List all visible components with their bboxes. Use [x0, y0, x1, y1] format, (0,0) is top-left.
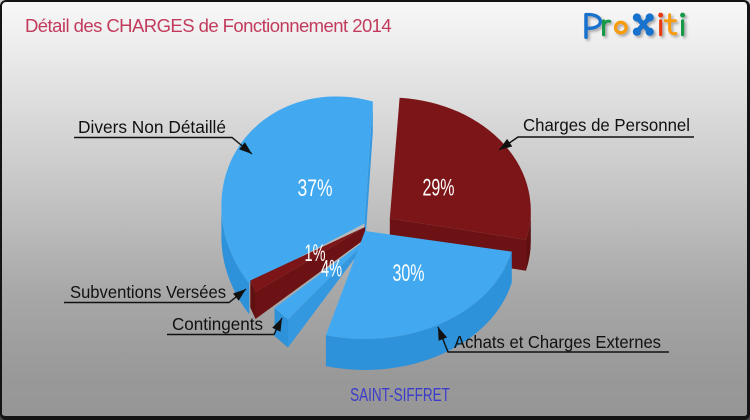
- svg-text:4%: 4%: [321, 256, 342, 283]
- svg-text:Subventions Versées: Subventions Versées: [70, 282, 226, 302]
- svg-text:Achats et Charges Externes: Achats et Charges Externes: [454, 332, 661, 352]
- svg-text:Charges de Personnel: Charges de Personnel: [523, 115, 690, 135]
- svg-text:37%: 37%: [298, 175, 333, 202]
- svg-text:29%: 29%: [423, 175, 455, 202]
- svg-text:1%: 1%: [305, 240, 326, 267]
- svg-text:30%: 30%: [393, 260, 425, 287]
- svg-text:Divers Non Détaillé: Divers Non Détaillé: [78, 117, 226, 137]
- svg-text:Contingents: Contingents: [172, 314, 263, 334]
